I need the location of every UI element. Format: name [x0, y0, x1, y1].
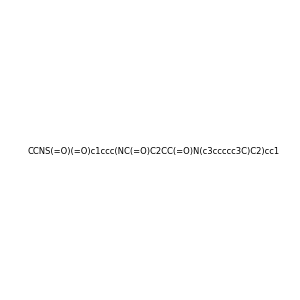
- Text: CCNS(=O)(=O)c1ccc(NC(=O)C2CC(=O)N(c3ccccc3C)C2)cc1: CCNS(=O)(=O)c1ccc(NC(=O)C2CC(=O)N(c3cccc…: [28, 147, 280, 156]
